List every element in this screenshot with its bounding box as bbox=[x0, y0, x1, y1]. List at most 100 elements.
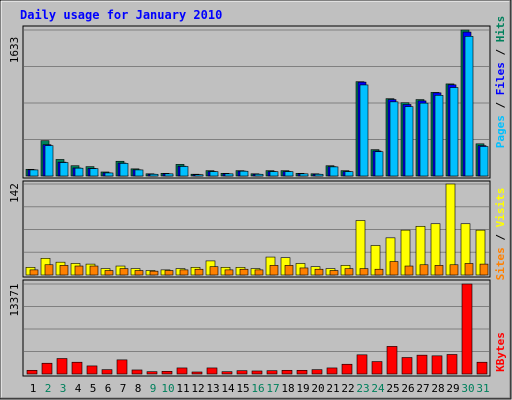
pages-overlay-bar bbox=[239, 170, 249, 177]
x-tick-label: 27 bbox=[416, 382, 429, 395]
sites-bar bbox=[389, 261, 399, 276]
x-tick-label: 15 bbox=[236, 382, 249, 395]
kbytes-bar bbox=[446, 354, 458, 375]
sites-bar bbox=[479, 263, 489, 276]
sites-bar bbox=[419, 264, 429, 276]
sites-bar bbox=[29, 269, 39, 276]
kbytes-bar bbox=[101, 369, 113, 375]
x-tick-label: 13 bbox=[206, 382, 219, 395]
x-tick-label: 10 bbox=[161, 382, 174, 395]
pages-overlay-bar bbox=[179, 166, 189, 177]
sites-bar bbox=[404, 265, 414, 276]
kbytes-bar bbox=[221, 371, 233, 375]
x-tick-label: 3 bbox=[60, 382, 67, 395]
sites-bar bbox=[314, 268, 324, 276]
kbytes-legend: KBytes bbox=[494, 332, 507, 372]
x-tick-label: 7 bbox=[120, 382, 127, 395]
sites-bar bbox=[359, 268, 369, 276]
hits-max-label: 1633 bbox=[8, 37, 21, 64]
kbytes-bar bbox=[341, 363, 353, 375]
kbytes-bar bbox=[191, 371, 203, 375]
sites-bar bbox=[239, 268, 249, 276]
pages-overlay-bar bbox=[329, 166, 339, 177]
x-tick-label: 9 bbox=[150, 382, 157, 395]
pages-overlay-bar bbox=[284, 171, 294, 177]
x-tick-label: 14 bbox=[221, 382, 235, 395]
legend-visits: Visits bbox=[494, 188, 507, 228]
sites-bar bbox=[344, 268, 354, 276]
x-tick-label: 2 bbox=[45, 382, 52, 395]
pages-overlay-bar bbox=[359, 84, 369, 177]
kbytes-bar bbox=[131, 369, 143, 375]
x-tick-label: 17 bbox=[266, 382, 279, 395]
x-tick-label: 23 bbox=[356, 382, 369, 395]
kbytes-bar bbox=[386, 346, 398, 375]
x-tick-label: 1 bbox=[30, 382, 37, 395]
kbytes-bar bbox=[431, 355, 443, 375]
x-tick-label: 20 bbox=[311, 382, 324, 395]
x-tick-label: 26 bbox=[401, 382, 414, 395]
x-tick-label: 18 bbox=[281, 382, 294, 395]
legend-sep-2: / bbox=[494, 42, 507, 62]
pages-overlay-bar bbox=[434, 95, 444, 177]
pages-overlay-bar bbox=[344, 171, 354, 177]
kbytes-bar bbox=[146, 371, 158, 375]
x-tick-label: 31 bbox=[476, 382, 489, 395]
x-tick-label: 19 bbox=[296, 382, 309, 395]
x-tick-label: 25 bbox=[386, 382, 399, 395]
pages-overlay-bar bbox=[269, 171, 279, 177]
pages-overlay-bar bbox=[314, 173, 324, 177]
kbytes-bar bbox=[71, 361, 83, 375]
hits-legend: Pages / Files / Hits bbox=[494, 16, 507, 149]
x-tick-label: 4 bbox=[75, 382, 82, 395]
kbytes-bar bbox=[26, 369, 38, 375]
x-tick-label: 21 bbox=[326, 382, 339, 395]
pages-overlay-bar bbox=[254, 173, 264, 177]
sites-bar bbox=[89, 265, 99, 276]
chart-title: Daily usage for January 2010 bbox=[20, 8, 222, 22]
legend-hits: Hits bbox=[494, 16, 507, 43]
kbytes-bar bbox=[86, 365, 98, 375]
pages-overlay-bar bbox=[374, 151, 384, 177]
sites-bar bbox=[284, 265, 294, 276]
x-tick-label: 30 bbox=[461, 382, 474, 395]
x-axis-labels: 1 2 3 4 5 6 7 8 9 10 11 12 13 14 15 16 17 18 19 20 21 22 23 24 2… bbox=[30, 382, 490, 395]
kbytes-bar bbox=[281, 369, 293, 375]
sites-bar bbox=[44, 264, 54, 276]
x-tick-label: 5 bbox=[90, 382, 97, 395]
sites-bar bbox=[59, 265, 69, 276]
legend-sites: Sites bbox=[494, 247, 507, 280]
legend-sep-1: / bbox=[494, 95, 507, 115]
pages-overlay-bar bbox=[134, 169, 144, 177]
sites-bar bbox=[209, 266, 219, 276]
sites-bar bbox=[149, 270, 159, 276]
sites-bar bbox=[104, 270, 114, 276]
pages-overlay-bar bbox=[89, 168, 99, 177]
kbytes-bar bbox=[401, 357, 413, 375]
x-tick-label: 22 bbox=[341, 382, 354, 395]
legend-pages: Pages bbox=[494, 115, 507, 148]
sites-bar bbox=[119, 268, 129, 276]
sites-bar bbox=[269, 265, 279, 276]
sites-bar bbox=[329, 270, 339, 276]
kbytes-bar bbox=[311, 369, 323, 375]
visits-bar bbox=[445, 183, 456, 276]
pages-overlay-bar bbox=[29, 169, 39, 177]
sites-bar bbox=[299, 267, 309, 276]
x-tick-label: 11 bbox=[176, 382, 189, 395]
pages-overlay-bar bbox=[44, 145, 54, 177]
kbytes-bar bbox=[251, 370, 263, 375]
kbytes-bar bbox=[266, 370, 278, 375]
x-tick-label: 6 bbox=[105, 382, 112, 395]
kbytes-bar bbox=[476, 361, 488, 375]
pages-overlay-bar bbox=[74, 167, 84, 177]
sites-bar bbox=[464, 263, 474, 276]
kbytes-bar bbox=[176, 367, 188, 375]
sites-bar bbox=[449, 264, 459, 276]
pages-overlay-bar bbox=[224, 173, 234, 177]
x-tick-label: 29 bbox=[446, 382, 459, 395]
x-tick-label: 28 bbox=[431, 382, 444, 395]
pages-overlay-bar bbox=[209, 171, 219, 177]
sites-bar bbox=[134, 270, 144, 276]
